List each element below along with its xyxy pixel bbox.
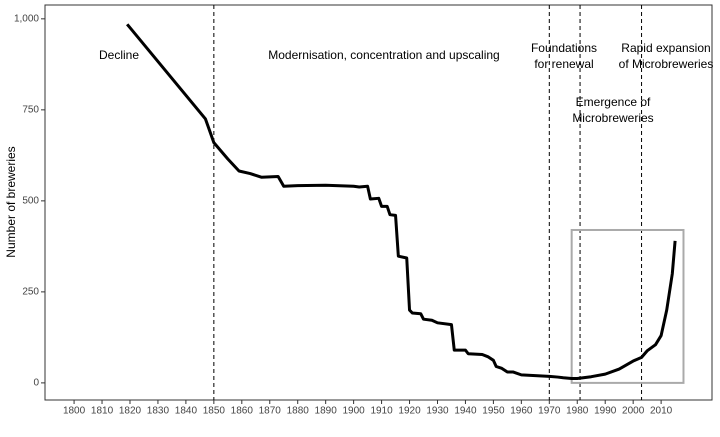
highlight-box (570, 228, 685, 384)
x-tick-label: 1910 (370, 406, 393, 417)
y-tick-label: 500 (22, 196, 39, 207)
x-tick-label: 1930 (426, 406, 449, 417)
x-tick-label: 2000 (622, 406, 645, 417)
y-axis-label: Number of breweries (4, 146, 18, 257)
annotation: Modernisation, concentration and upscali… (268, 48, 499, 62)
series-line (126, 23, 677, 381)
annotation: Emergence of (576, 95, 651, 109)
y-tick-label: 1,000 (14, 13, 39, 24)
x-tick-label: 1970 (538, 406, 561, 417)
x-tick-label: 1860 (231, 406, 254, 417)
y-tick-label: 250 (22, 287, 39, 298)
x-tick-label: 1980 (566, 406, 589, 417)
x-tick-label: 1800 (63, 406, 86, 417)
x-tick-label: 1950 (482, 406, 505, 417)
x-tick-label: 1830 (147, 406, 170, 417)
y-tick-label: 750 (22, 104, 39, 115)
x-tick-label: 1990 (594, 406, 617, 417)
annotation: for renewal (534, 57, 593, 71)
y-tick-label: 0 (33, 378, 39, 389)
annotation: Microbreweries (572, 111, 653, 125)
x-tick-label: 1810 (91, 406, 114, 417)
annotation: Foundations (531, 41, 597, 55)
annotation: of Microbreweries (619, 57, 714, 71)
x-tick-label: 1940 (454, 406, 477, 417)
x-tick-label: 1900 (342, 406, 365, 417)
annotation: Decline (99, 48, 139, 62)
x-tick-label: 1890 (315, 406, 338, 417)
x-tick-label: 1820 (119, 406, 142, 417)
x-tick-label: 2010 (650, 406, 673, 417)
annotation: Rapid expansion (621, 41, 710, 55)
plot-border (44, 4, 713, 401)
x-tick-label: 1960 (510, 406, 533, 417)
x-tick-label: 1920 (398, 406, 421, 417)
x-tick-label: 1880 (287, 406, 310, 417)
x-tick-label: 1850 (203, 406, 226, 417)
x-tick-label: 1840 (175, 406, 198, 417)
x-tick-label: 1870 (259, 406, 282, 417)
